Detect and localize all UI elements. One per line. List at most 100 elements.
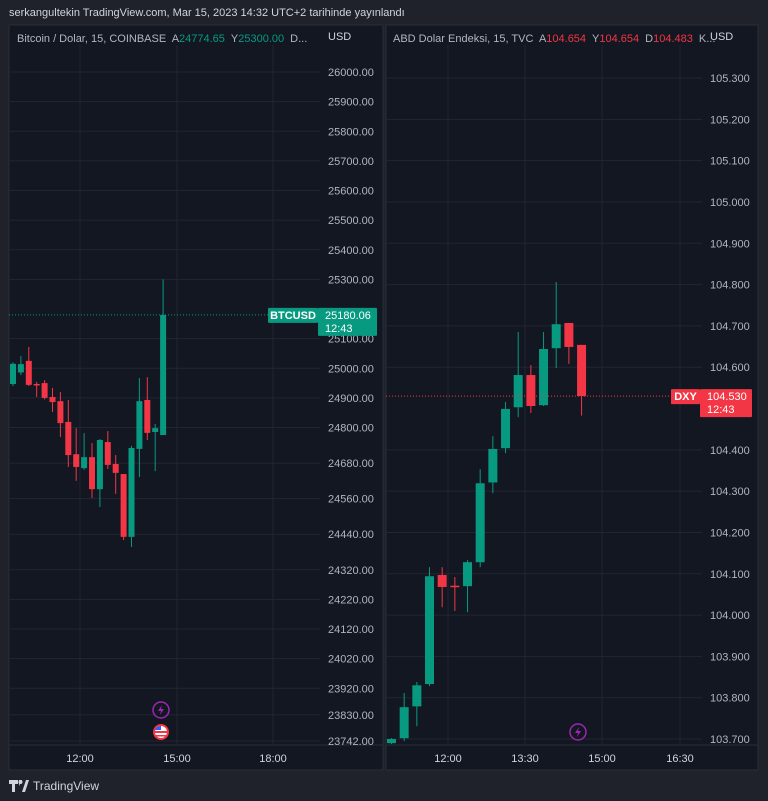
candle-body xyxy=(513,375,523,408)
us-flag-event-icon[interactable] xyxy=(153,724,169,740)
price-tick-label: 24900.00 xyxy=(328,393,374,405)
candle xyxy=(33,381,40,398)
price-tick-label: 25400.00 xyxy=(328,245,374,257)
candle-body xyxy=(65,421,72,456)
dxy-currency-button[interactable]: USD xyxy=(710,31,734,43)
price-tick-label: 25800.00 xyxy=(328,126,374,138)
last-price-box xyxy=(700,389,752,418)
candle xyxy=(450,577,460,611)
symbol-label-box xyxy=(268,307,318,323)
candle xyxy=(412,681,422,727)
price-tick-label: 105.100 xyxy=(710,156,750,168)
candle-body xyxy=(96,439,103,490)
candle-body xyxy=(437,574,447,587)
flag-stripe xyxy=(155,735,167,737)
ohlc-key: K... xyxy=(698,33,716,45)
candle-body xyxy=(551,324,561,349)
candle-body xyxy=(399,707,409,739)
price-tick-label: 24680.00 xyxy=(328,458,374,470)
candle-body xyxy=(73,454,80,467)
candle-body xyxy=(488,448,498,483)
candle-body xyxy=(33,383,40,386)
price-tick-label: 104.600 xyxy=(710,362,750,374)
ohlc-key: Y xyxy=(230,33,239,45)
price-tick-label: 23742.00 xyxy=(328,736,374,748)
ohlc-key: Y xyxy=(592,33,600,45)
ohlc-value: 104.654 xyxy=(546,33,587,45)
candle xyxy=(152,423,159,472)
candle xyxy=(65,399,72,467)
ohlc-value: 104.483 xyxy=(653,33,693,45)
flag-canton xyxy=(155,725,161,730)
price-tick-label: 104.200 xyxy=(710,527,750,539)
tradingview-logo[interactable]: TradingView xyxy=(9,779,99,793)
candle-body xyxy=(152,428,159,432)
dxy-title: ABD Dolar Endeksi, 15, TVC xyxy=(393,33,534,45)
candle-body xyxy=(41,383,48,398)
candle xyxy=(136,378,143,478)
price-tick-label: 104.300 xyxy=(710,486,750,498)
price-tick-label: 25300.00 xyxy=(328,274,374,286)
candle-body xyxy=(17,364,24,373)
last-price-box xyxy=(318,307,377,336)
price-tick-label: 24320.00 xyxy=(328,565,374,577)
symbol-label-box xyxy=(671,389,700,405)
price-tick-label: 103.800 xyxy=(710,693,750,705)
price-tick-label: 23830.00 xyxy=(328,710,374,722)
candle xyxy=(437,567,447,608)
symbol-label: BTCUSD xyxy=(270,310,316,322)
candle-body xyxy=(501,408,511,449)
price-tick-label: 25900.00 xyxy=(328,97,374,109)
ohlc-value: 25300.00 xyxy=(238,33,285,45)
price-tick-label: 104.000 xyxy=(710,610,750,622)
ohlc-key: A xyxy=(171,33,180,45)
candle xyxy=(10,362,16,387)
dxy-legend: ABD Dolar Endeksi, 15, TVC A104.654 Y104.… xyxy=(393,33,721,45)
tradingview-logo-icon xyxy=(9,780,29,792)
candle xyxy=(120,474,127,541)
candle xyxy=(160,279,167,436)
candle xyxy=(387,738,396,744)
candle xyxy=(112,455,119,494)
price-tick-label: 103.900 xyxy=(710,651,750,663)
price-tick-label: 24800.00 xyxy=(328,423,374,435)
candle xyxy=(128,445,135,547)
candle-body xyxy=(425,576,435,685)
lightning-event-icon[interactable] xyxy=(152,701,170,719)
time-tick-label: 12:00 xyxy=(66,753,94,765)
candle-body xyxy=(57,401,64,424)
countdown: 12:43 xyxy=(707,404,735,416)
price-tick-label: 23920.00 xyxy=(328,683,374,695)
countdown: 12:43 xyxy=(325,323,353,335)
ohlc-key: D xyxy=(645,33,654,45)
candle xyxy=(57,391,64,438)
lightning-event-icon[interactable] xyxy=(569,723,587,741)
ohlc-value: 24774.65 xyxy=(179,33,225,45)
lightning-icon xyxy=(158,705,164,715)
candle-body xyxy=(526,375,536,407)
price-tick-label: 24120.00 xyxy=(328,624,374,636)
btc-legend: Bitcoin / Dolar, 15, COINBASE A24774.65 Y… xyxy=(17,33,313,45)
candle-body xyxy=(463,562,473,587)
ohlc-key: D... xyxy=(290,33,308,45)
candle xyxy=(463,560,473,613)
candle xyxy=(513,332,523,418)
candle-body xyxy=(49,397,56,403)
price-tick-label: 26000.00 xyxy=(328,67,374,79)
last-price-value: 25180.06 xyxy=(325,310,371,322)
btc-currency-button[interactable]: USD xyxy=(328,31,352,43)
price-tick-label: 24440.00 xyxy=(328,529,374,541)
price-tick-label: 24560.00 xyxy=(328,494,374,506)
time-tick-label: 18:00 xyxy=(259,753,287,765)
candle xyxy=(551,282,561,369)
candle-body xyxy=(387,739,396,744)
candle-body xyxy=(89,457,95,490)
flag-stripe xyxy=(155,731,167,733)
candle-body xyxy=(564,322,574,347)
price-tick-label: 105.200 xyxy=(710,114,750,126)
candle xyxy=(17,356,24,376)
candle-body xyxy=(577,344,587,397)
time-tick-label: 12:00 xyxy=(434,753,462,765)
candle-body xyxy=(104,442,111,465)
